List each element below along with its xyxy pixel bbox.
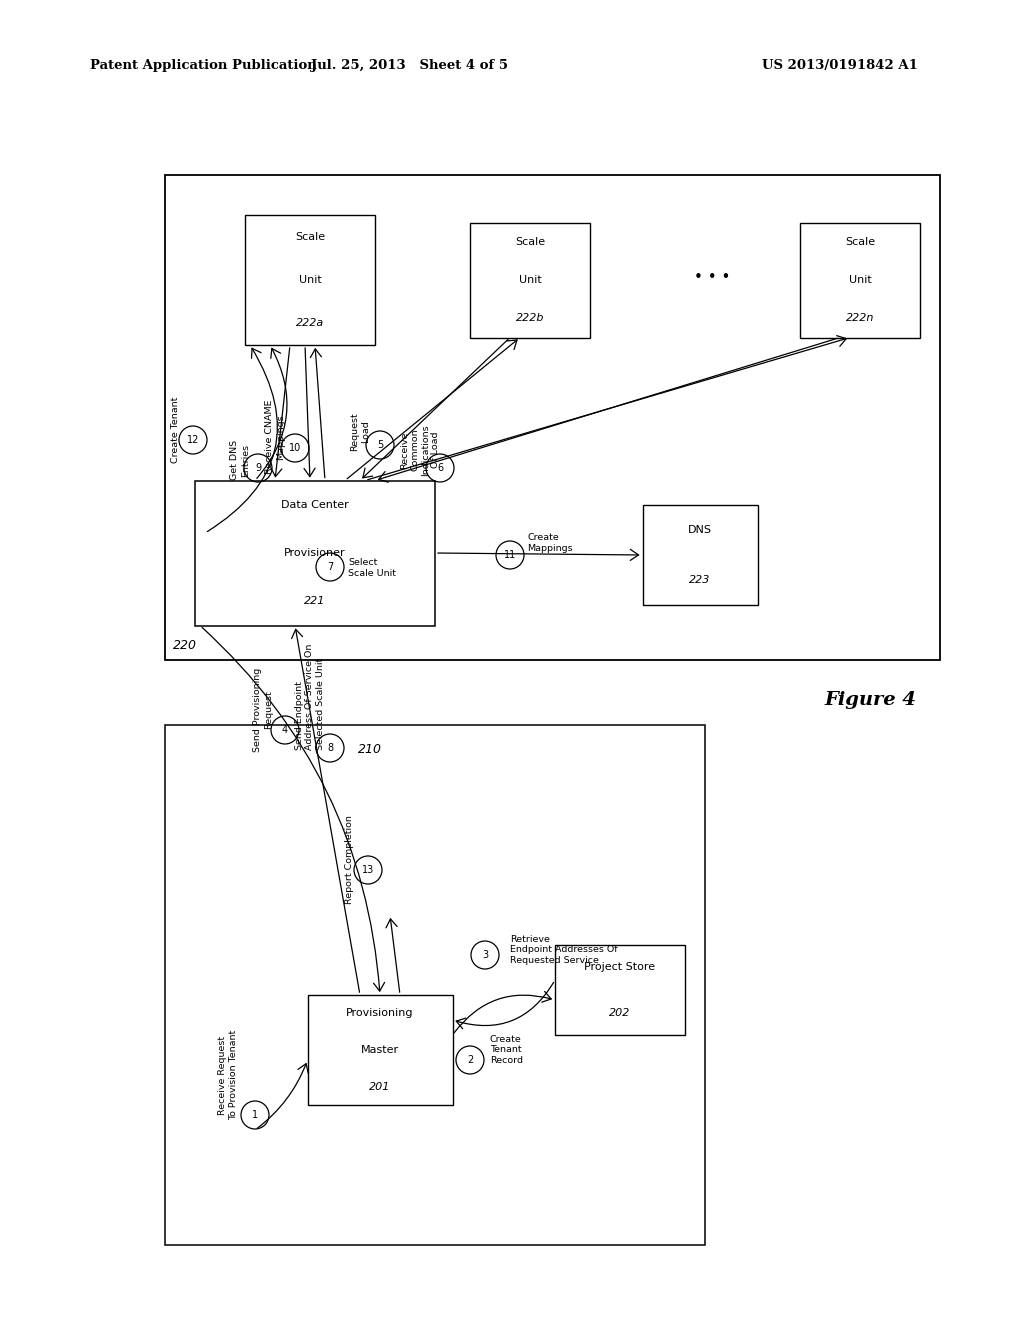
Text: 11: 11 <box>504 550 516 560</box>
FancyArrowPatch shape <box>438 549 639 561</box>
Text: Receive CNAME
Mappings: Receive CNAME Mappings <box>265 400 285 474</box>
Text: Scale: Scale <box>845 236 876 247</box>
Text: Receive
Common
Indications
Of Load: Receive Common Indications Of Load <box>400 424 440 475</box>
Text: 202: 202 <box>609 1007 631 1018</box>
FancyArrowPatch shape <box>257 348 287 478</box>
Text: Provisioner: Provisioner <box>285 548 346 558</box>
Text: DNS: DNS <box>688 525 712 535</box>
Bar <box>165 176 940 660</box>
Text: Unit: Unit <box>849 275 871 285</box>
FancyArrowPatch shape <box>347 341 517 479</box>
Text: Create Tenant: Create Tenant <box>171 397 179 463</box>
Text: 7: 7 <box>327 562 333 572</box>
Text: 12: 12 <box>186 436 200 445</box>
Bar <box>642 506 758 605</box>
Bar <box>195 480 435 626</box>
Text: Scale: Scale <box>515 236 545 247</box>
FancyArrowPatch shape <box>257 1064 308 1129</box>
Text: 4: 4 <box>282 725 288 735</box>
FancyArrowPatch shape <box>304 347 315 477</box>
Text: Create
Tenant
Record: Create Tenant Record <box>490 1035 523 1065</box>
Text: 222a: 222a <box>296 318 325 329</box>
Text: Unit: Unit <box>518 275 542 285</box>
Text: 2: 2 <box>467 1055 473 1065</box>
Text: 5: 5 <box>377 440 383 450</box>
FancyArrowPatch shape <box>270 347 290 477</box>
Text: Scale: Scale <box>295 232 325 242</box>
Text: 220: 220 <box>173 639 197 652</box>
Bar <box>165 725 705 1245</box>
Text: 201: 201 <box>370 1081 391 1092</box>
FancyArrowPatch shape <box>368 335 846 479</box>
Text: Provisioning: Provisioning <box>346 1008 414 1018</box>
Text: Project Store: Project Store <box>585 962 655 973</box>
Text: Receive Request
To Provision Tenant: Receive Request To Provision Tenant <box>218 1030 238 1121</box>
FancyArrowPatch shape <box>292 630 359 993</box>
Text: Jul. 25, 2013   Sheet 4 of 5: Jul. 25, 2013 Sheet 4 of 5 <box>311 58 509 71</box>
Text: Send Endpoint
Address Of Service On
Selected Scale Unit: Send Endpoint Address Of Service On Sele… <box>295 644 325 750</box>
Text: Unit: Unit <box>299 275 322 285</box>
FancyArrowPatch shape <box>386 919 399 993</box>
Text: 1: 1 <box>252 1110 258 1119</box>
Bar <box>800 223 920 338</box>
Text: • • •: • • • <box>694 271 730 285</box>
Text: Data Center: Data Center <box>282 500 349 510</box>
FancyArrowPatch shape <box>362 339 508 478</box>
Text: Master: Master <box>360 1045 399 1055</box>
Text: 222b: 222b <box>516 313 544 323</box>
Text: Retrieve
Endpoint Addresses Of
Requested Service: Retrieve Endpoint Addresses Of Requested… <box>510 935 617 965</box>
Text: US 2013/0191842 A1: US 2013/0191842 A1 <box>762 58 918 71</box>
Text: 10: 10 <box>289 444 301 453</box>
Text: 221: 221 <box>304 597 326 606</box>
Text: Get DNS
Entries: Get DNS Entries <box>230 440 250 480</box>
Text: Send Provisioning
Request: Send Provisioning Request <box>253 668 272 752</box>
Text: Report Completion: Report Completion <box>345 816 354 904</box>
Text: 8: 8 <box>327 743 333 752</box>
Text: Request
Load: Request Load <box>350 413 370 451</box>
Bar <box>470 223 590 338</box>
Text: 3: 3 <box>482 950 488 960</box>
FancyArrowPatch shape <box>457 982 554 1028</box>
FancyArrowPatch shape <box>207 348 278 532</box>
Text: 9: 9 <box>255 463 261 473</box>
Text: 223: 223 <box>689 576 711 585</box>
Text: Figure 4: Figure 4 <box>824 690 916 709</box>
Text: Select
Scale Unit: Select Scale Unit <box>348 558 396 578</box>
Bar <box>307 995 453 1105</box>
FancyArrowPatch shape <box>379 338 838 482</box>
Text: 210: 210 <box>358 743 382 756</box>
Text: Create
Mappings: Create Mappings <box>527 533 572 553</box>
Bar <box>555 945 685 1035</box>
FancyArrowPatch shape <box>455 991 551 1032</box>
Text: 13: 13 <box>361 865 374 875</box>
Bar <box>245 215 375 345</box>
FancyArrowPatch shape <box>310 348 325 478</box>
FancyArrowPatch shape <box>202 627 385 991</box>
Text: Patent Application Publication: Patent Application Publication <box>90 58 316 71</box>
Text: 6: 6 <box>437 463 443 473</box>
Text: 222n: 222n <box>846 313 874 323</box>
